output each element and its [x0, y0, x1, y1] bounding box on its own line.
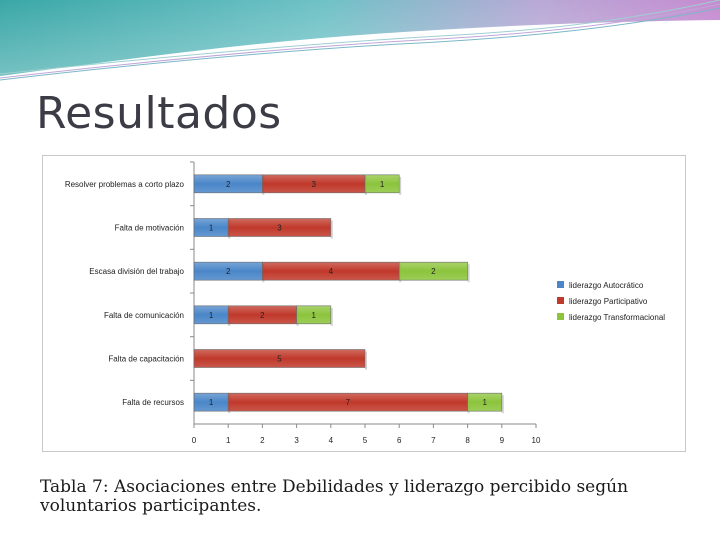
data-label: 2: [226, 267, 231, 276]
figure-caption: Tabla 7: Asociaciones entre Debilidades …: [40, 477, 629, 516]
x-tick-label: 6: [397, 436, 402, 445]
category-label: Escasa división del trabajo: [89, 267, 184, 276]
data-label: 2: [226, 180, 231, 189]
header-banner: [0, 0, 720, 81]
category-label: Falta de recursos: [122, 398, 184, 407]
bar-shadow: [330, 220, 333, 239]
data-label: 1: [209, 311, 214, 320]
x-tick-label: 7: [431, 436, 436, 445]
data-label: 4: [329, 267, 334, 276]
data-label: 3: [311, 180, 316, 189]
legend-label: liderazgo Participativo: [569, 297, 648, 306]
legend-label: liderazgo Transformacional: [569, 313, 665, 322]
bar-segment: [296, 305, 332, 325]
legend-swatch: [557, 281, 564, 288]
x-tick-label: 0: [192, 436, 197, 445]
x-tick-label: 4: [329, 436, 334, 445]
bar-segment: [364, 174, 400, 194]
bar-segment: [227, 218, 332, 237]
category-label: Falta de motivación: [115, 224, 184, 233]
legend-swatch: [557, 313, 564, 320]
bar-shadow: [399, 176, 402, 195]
bar-segment: [467, 392, 503, 412]
x-tick-label: 1: [226, 436, 231, 445]
category-label: Falta de comunicación: [104, 311, 184, 320]
data-label: 1: [482, 398, 487, 407]
data-label: 1: [209, 224, 214, 233]
data-label: 7: [346, 398, 351, 407]
bar-shadow: [501, 395, 504, 414]
data-label: 1: [380, 180, 385, 189]
x-tick-label: 9: [500, 436, 505, 445]
bar-shadow: [365, 351, 367, 370]
stacked-bar-chart: 0 1 2 3 4 5 6 7 8 9 10 Resolver problemas a corto p…: [65, 161, 665, 445]
x-tick-label: 8: [465, 436, 470, 445]
legend-label: liderazgo Autocrático: [569, 281, 644, 290]
slide-title: Resultados: [36, 88, 282, 139]
chart-frame: 0 1 2 3 4 5 6 7 8 9 10 Resolver problemas a corto p…: [42, 155, 686, 452]
bar-shadow: [330, 307, 333, 326]
bar-segment: [398, 261, 468, 281]
x-tick-label: 3: [294, 436, 299, 445]
x-tick-label: 5: [363, 436, 368, 445]
legend-swatch: [557, 297, 564, 304]
bar-segment: [193, 349, 366, 368]
data-label: 2: [260, 311, 265, 320]
data-label: 2: [431, 267, 436, 276]
data-label: 1: [209, 398, 214, 407]
x-tick-label: 10: [532, 436, 541, 445]
data-label: 5: [277, 355, 282, 364]
bar-shadow: [467, 264, 470, 283]
x-tick-label: 2: [260, 436, 265, 445]
data-label: 3: [277, 224, 282, 233]
category-label: Falta de capacitación: [108, 355, 184, 364]
category-label: Resolver problemas a corto plazo: [65, 180, 185, 189]
data-label: 1: [311, 311, 316, 320]
